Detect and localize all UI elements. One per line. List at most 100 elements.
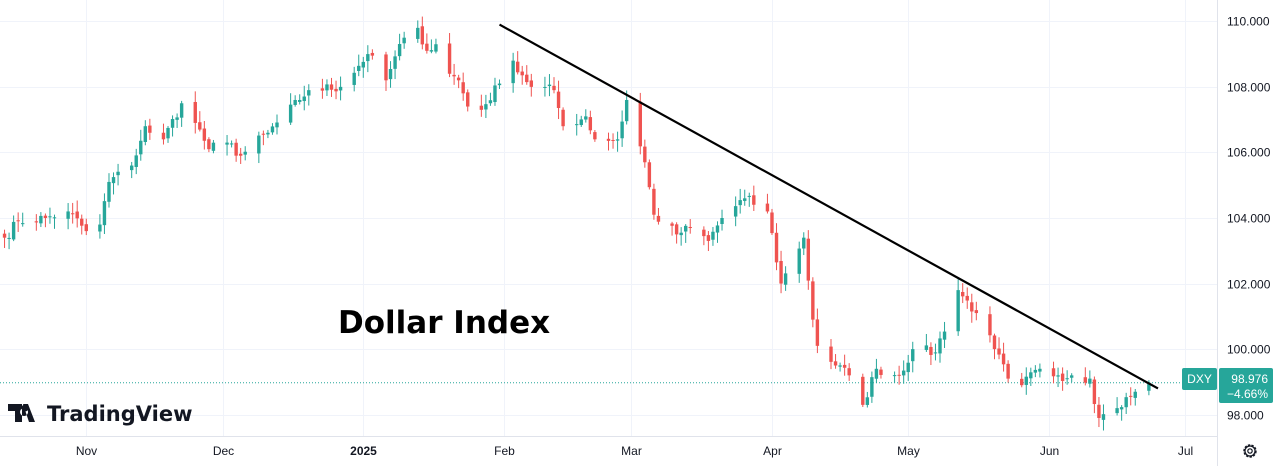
last-price-value: 98.976 <box>1231 372 1268 386</box>
candle-up <box>102 201 107 226</box>
candle-up <box>1147 382 1151 391</box>
candle-down <box>261 133 266 135</box>
tradingview-logo-icon <box>8 404 35 422</box>
candle-up <box>429 50 434 52</box>
candle-up <box>838 365 842 367</box>
candle-down <box>1083 377 1088 383</box>
candle-up <box>942 331 947 340</box>
candle-down <box>606 138 611 141</box>
candle-down <box>161 132 166 140</box>
candle-down <box>647 162 652 188</box>
candle-up <box>624 99 629 122</box>
candle-up <box>175 117 179 120</box>
candle-up <box>266 132 270 135</box>
candle-up <box>52 217 57 219</box>
candle-up <box>1033 369 1038 373</box>
candle-down <box>1060 373 1065 381</box>
candle-down <box>43 215 48 218</box>
candle-down <box>193 101 197 123</box>
candle-up <box>797 248 801 274</box>
candle-down <box>929 346 933 355</box>
candle-up <box>1133 391 1137 398</box>
candle-up <box>48 216 52 218</box>
candle-down <box>861 376 865 405</box>
candle-up <box>288 104 293 123</box>
price-tick-label: 98.000 <box>1227 409 1264 423</box>
candle-down <box>779 260 783 284</box>
candle-down <box>702 229 706 237</box>
candle-up <box>129 165 134 171</box>
candle-up <box>747 195 751 197</box>
time-tick-label: Feb <box>494 444 515 458</box>
candle-up <box>1069 375 1074 378</box>
time-tick-label: May <box>897 444 920 458</box>
candle-up <box>956 290 960 332</box>
time-tick-label: Apr <box>763 444 782 458</box>
price-badge-bg <box>1219 368 1273 403</box>
candle-down <box>829 346 833 362</box>
candle-up <box>1056 375 1060 377</box>
candle-down <box>84 224 88 232</box>
candle-down <box>1006 363 1010 379</box>
candle-up <box>7 237 11 239</box>
candle-up <box>270 126 275 133</box>
candle-up <box>874 368 879 379</box>
candle-down <box>452 74 456 77</box>
candle-down <box>674 224 679 235</box>
candle-down <box>842 364 847 368</box>
candle-down <box>688 227 692 229</box>
candle-up <box>1029 372 1033 379</box>
symbol-badge: DXY <box>1187 372 1212 386</box>
gear-icon[interactable] <box>1243 444 1257 458</box>
candle-up <box>488 100 493 104</box>
candle-up <box>924 345 929 350</box>
candle-up <box>615 139 620 141</box>
candle-up <box>493 85 497 103</box>
price-tick-label: 100.000 <box>1227 343 1271 357</box>
candle-up <box>179 103 184 118</box>
candle-up <box>1024 376 1028 385</box>
candle-down <box>806 238 811 281</box>
candle-down <box>329 84 334 90</box>
candle-up <box>293 99 297 105</box>
price-scale[interactable]: 110.000 108.000 106.000 104.000 102.000 100.0… <box>1217 0 1271 466</box>
candle-down <box>2 233 7 238</box>
candle-up <box>166 127 170 139</box>
time-scale[interactable]: Nov Dec 2025 Feb Mar Apr May Jun Jul <box>76 444 1193 458</box>
candle-up <box>139 140 143 155</box>
candle-up <box>134 155 138 167</box>
candle-up <box>257 135 261 154</box>
candle-up <box>307 90 311 96</box>
candle-down <box>593 132 597 140</box>
last-price-badge: DXY 98.976 −4.66% <box>1182 368 1273 403</box>
tradingview-logo[interactable]: TradingView <box>8 402 192 426</box>
candle-up <box>393 56 397 69</box>
candle-down <box>456 77 461 81</box>
candlestick-series <box>2 16 1151 431</box>
candle-up <box>547 84 552 87</box>
candle-up <box>1065 378 1069 380</box>
candle-up <box>679 232 683 236</box>
candle-down <box>643 146 647 163</box>
candle-up <box>1115 408 1119 414</box>
candle-up <box>66 211 70 219</box>
price-tick-label: 106.000 <box>1227 146 1271 160</box>
candle-up <box>416 27 420 39</box>
candle-down <box>752 195 756 205</box>
candle-up <box>225 142 229 145</box>
candle-down <box>447 43 452 74</box>
candle-down <box>897 374 901 376</box>
candle-up <box>352 72 356 85</box>
candle-down <box>811 281 815 320</box>
candle-up <box>938 338 942 354</box>
price-tick-label: 108.000 <box>1227 81 1271 95</box>
candle-down <box>988 314 992 336</box>
candle-down <box>234 142 238 156</box>
candle-down <box>774 232 779 263</box>
trendline[interactable] <box>498 23 1159 390</box>
candle-up <box>397 44 402 57</box>
candle-up <box>484 104 488 110</box>
candle-up <box>107 181 111 202</box>
candle-down <box>552 85 556 91</box>
